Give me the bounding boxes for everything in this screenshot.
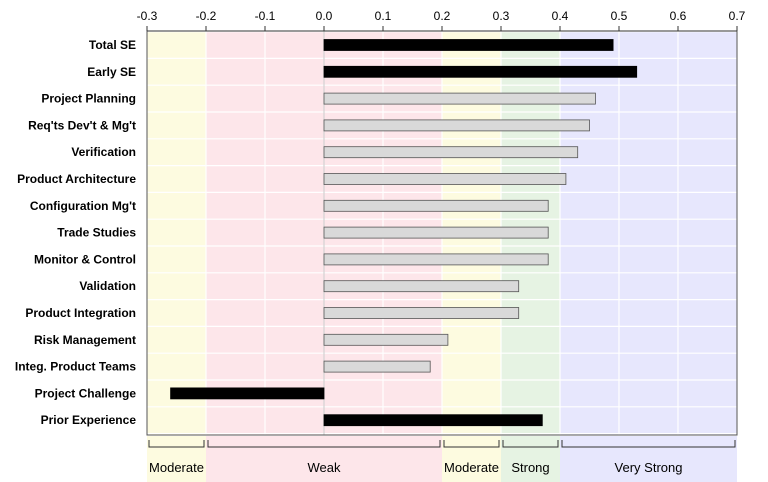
- category-labels: Total SE Early SE Project Planning Req'ts D…: [15, 38, 136, 427]
- bar-0: [323, 39, 614, 51]
- category-label: Project Challenge: [35, 386, 137, 400]
- band-bracket-2: [443, 440, 500, 448]
- bar-4: [323, 146, 579, 159]
- x-tick-label: -0.3: [137, 9, 158, 23]
- bar-11: [323, 333, 449, 346]
- category-label: Trade Studies: [57, 226, 136, 240]
- category-label: Monitor & Control: [34, 252, 136, 266]
- band-strip-0: [147, 436, 206, 482]
- bar-2: [323, 92, 596, 105]
- band-label: Moderate: [149, 460, 204, 475]
- bar-14: [323, 414, 543, 427]
- category-label: Early SE: [87, 65, 136, 79]
- category-label: Configuration Mg't: [30, 199, 136, 213]
- band-0: [147, 31, 206, 435]
- band-label: Moderate: [444, 460, 499, 475]
- x-tick-label: 0.3: [493, 9, 510, 23]
- category-label: Prior Experience: [41, 413, 137, 427]
- bar-9: [323, 280, 520, 293]
- band-bracket-1: [207, 440, 441, 448]
- gridlines: [146, 30, 738, 436]
- category-label: Validation: [79, 279, 136, 293]
- bars: [170, 39, 638, 427]
- band-label: Very Strong: [615, 460, 683, 475]
- band-brackets: Moderate Weak Moderate Strong Very Strong: [147, 436, 737, 482]
- bar-3: [323, 119, 590, 132]
- category-label: Total SE: [89, 38, 136, 52]
- band-bracket-0: [148, 440, 205, 448]
- bar-8: [323, 253, 549, 266]
- category-label: Project Planning: [41, 92, 136, 106]
- x-tick-label: -0.2: [196, 9, 217, 23]
- bar-1: [323, 65, 638, 78]
- category-label: Integ. Product Teams: [15, 360, 136, 374]
- x-tick-label: -0.1: [255, 9, 276, 23]
- band-label: Strong: [511, 460, 549, 475]
- x-tick-label: 0.5: [611, 9, 628, 23]
- x-tick-label: 0.1: [375, 9, 392, 23]
- category-label: Product Integration: [25, 306, 136, 320]
- category-label: Risk Management: [34, 333, 136, 347]
- bar-5: [323, 173, 567, 185]
- band-bracket-4: [561, 440, 736, 448]
- category-label: Req'ts Dev't & Mg't: [28, 118, 136, 132]
- band-strip-1: [206, 436, 442, 482]
- x-tick-label: 0.7: [729, 9, 746, 23]
- bar-10: [323, 307, 520, 319]
- bar-7: [323, 226, 549, 239]
- band-strip-4: [560, 436, 737, 482]
- x-tick-label: 0.2: [434, 9, 451, 23]
- x-tick-label: 0.6: [670, 9, 687, 23]
- x-tick-label: 0.4: [552, 9, 569, 23]
- bar-6: [323, 199, 549, 212]
- band-label: Weak: [308, 460, 341, 475]
- bar-13: [170, 387, 325, 400]
- band-strip-2: [442, 436, 501, 482]
- x-axis: -0.3 -0.2 -0.1 0.0 0.1 0.2 0.3 0.4 0.5 0.6 0.7: [137, 9, 746, 32]
- band-bracket-3: [502, 440, 559, 448]
- band-strip-3: [501, 436, 560, 482]
- category-label: Verification: [71, 145, 136, 159]
- x-tick-label: 0.0: [316, 9, 333, 23]
- band-4: [560, 31, 737, 435]
- bar-12: [323, 360, 431, 373]
- category-label: Product Architecture: [17, 172, 136, 186]
